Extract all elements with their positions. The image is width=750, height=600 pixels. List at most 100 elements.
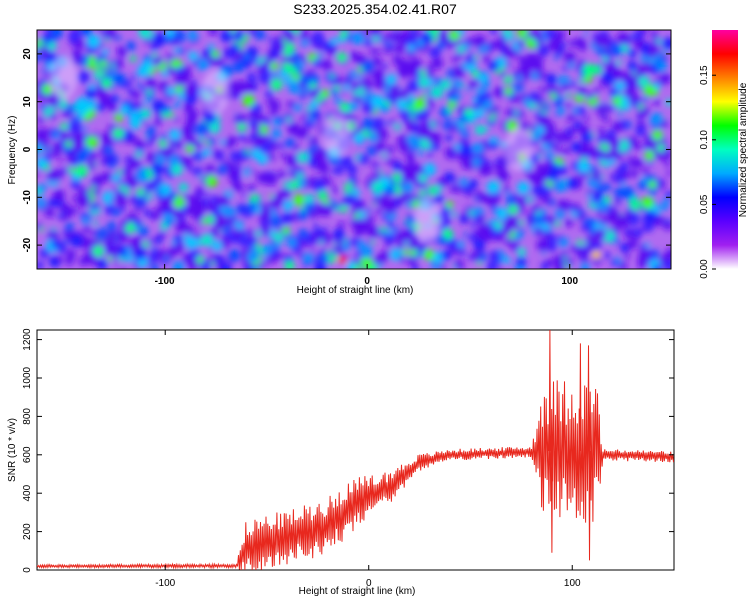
heatmap-speckle	[371, 181, 384, 194]
heatmap-speckle	[117, 169, 123, 175]
heatmap-speckle	[273, 99, 279, 106]
heatmap-speckle	[603, 182, 612, 192]
heatmap-speckle	[463, 232, 469, 237]
heatmap-speckle	[142, 90, 147, 95]
heatmap-speckle	[510, 242, 520, 252]
heatmap-speckle	[222, 205, 234, 217]
heatmap-speckle	[385, 120, 391, 126]
heatmap-speckle	[83, 251, 96, 265]
heatmap-speckle	[438, 135, 443, 141]
heatmap-speckle	[592, 32, 599, 39]
heatmap-speckle	[72, 133, 86, 146]
heatmap-speckle	[530, 187, 536, 193]
heatmap-speckle	[270, 216, 282, 228]
heatmap-speckle	[627, 239, 638, 250]
heatmap-speckle	[383, 40, 391, 47]
heatmap-speckle	[103, 145, 114, 156]
heatmap-speckle	[155, 186, 164, 195]
heatmap-speckle	[262, 256, 268, 261]
heatmap-speckle	[477, 213, 486, 222]
heatmap-speckle	[625, 232, 632, 240]
heatmap-speckle	[371, 31, 376, 36]
heatmap-speckle	[298, 30, 310, 40]
heatmap-speckle	[136, 170, 148, 183]
heatmap-speckle	[385, 199, 396, 210]
heatmap-speckle	[109, 243, 116, 250]
heatmap-speckle	[347, 76, 354, 83]
heatmap-speckle	[205, 140, 211, 146]
heatmap-speckle	[349, 175, 357, 183]
heatmap-speckle	[166, 53, 174, 61]
heatmap-speckle	[428, 47, 439, 58]
heatmap-speckle	[530, 124, 537, 131]
heatmap-speckle	[259, 225, 271, 236]
heatmap-speckle	[197, 58, 210, 71]
heatmap-speckle	[77, 231, 83, 237]
heatmap-speckle	[265, 89, 273, 98]
heatmap-speckle	[285, 154, 299, 167]
heatmap-speckle	[87, 162, 96, 171]
heatmap-speckle	[319, 261, 326, 268]
line-y-tick-label: 800	[22, 408, 33, 425]
heatmap-speckle	[195, 186, 204, 195]
heatmap-speckle	[447, 92, 456, 101]
heatmap-speckle	[451, 211, 457, 217]
heatmap-speckle	[409, 197, 415, 204]
heatmap-speckle	[308, 209, 318, 219]
heatmap-speckle	[466, 191, 473, 198]
heatmap-y-tick-label: 0	[22, 146, 33, 152]
heatmap-speckle	[505, 47, 517, 58]
heatmap-speckle	[315, 203, 329, 216]
heatmap-speckle	[363, 84, 370, 91]
heatmap-speckle	[111, 186, 116, 191]
heatmap-speckle	[557, 199, 570, 212]
heatmap-speckle	[235, 56, 241, 62]
heatmap-speckle	[51, 141, 64, 154]
heatmap-speckle	[52, 189, 65, 202]
heatmap-speckle	[119, 205, 126, 212]
heatmap-speckle	[266, 256, 275, 265]
heatmap-speckle	[413, 111, 423, 122]
heatmap-speckle	[552, 143, 560, 151]
heatmap-speckle	[424, 86, 429, 91]
heatmap-speckle	[238, 235, 250, 247]
heatmap-speckle	[398, 140, 411, 153]
heatmap-speckle	[654, 178, 664, 187]
heatmap-speckle	[351, 237, 360, 247]
heatmap-speckle	[366, 208, 372, 213]
heatmap-speckle	[277, 170, 286, 179]
heatmap-low-region	[322, 113, 351, 158]
heatmap-speckle	[338, 220, 345, 227]
heatmap-speckle	[164, 256, 169, 261]
heatmap-speckle	[143, 99, 149, 105]
line-x-tick-label: 0	[366, 578, 372, 589]
heatmap-speckle	[61, 249, 66, 254]
heatmap-speckle	[311, 31, 325, 44]
heatmap-speckle	[309, 89, 320, 100]
heatmap-speckle	[254, 30, 265, 40]
heatmap-speckle	[113, 128, 124, 139]
heatmap-speckle	[634, 66, 647, 79]
heatmap-speckle	[514, 231, 523, 240]
heatmap-speckle	[491, 206, 499, 214]
heatmap-speckle	[205, 164, 215, 174]
heatmap-speckle	[439, 263, 446, 269]
heatmap-speckle	[379, 250, 390, 261]
heatmap-speckle	[564, 218, 574, 228]
heatmap-speckle	[331, 89, 338, 96]
heatmap-speckle	[143, 209, 151, 216]
heatmap-speckle	[581, 131, 593, 143]
heatmap-speckle	[280, 215, 289, 225]
heatmap-speckle	[488, 121, 494, 127]
heatmap-speckle	[173, 234, 183, 244]
heatmap-speckle	[489, 250, 501, 262]
heatmap-speckle	[201, 234, 213, 246]
heatmap-speckle	[554, 261, 566, 269]
heatmap-speckle	[182, 85, 194, 98]
heatmap-speckle	[362, 117, 374, 129]
heatmap-speckle	[39, 248, 50, 259]
heatmap-peak	[529, 40, 538, 49]
heatmap-speckle	[41, 84, 53, 95]
heatmap-speckle	[379, 230, 386, 236]
heatmap-speckle	[407, 44, 415, 52]
